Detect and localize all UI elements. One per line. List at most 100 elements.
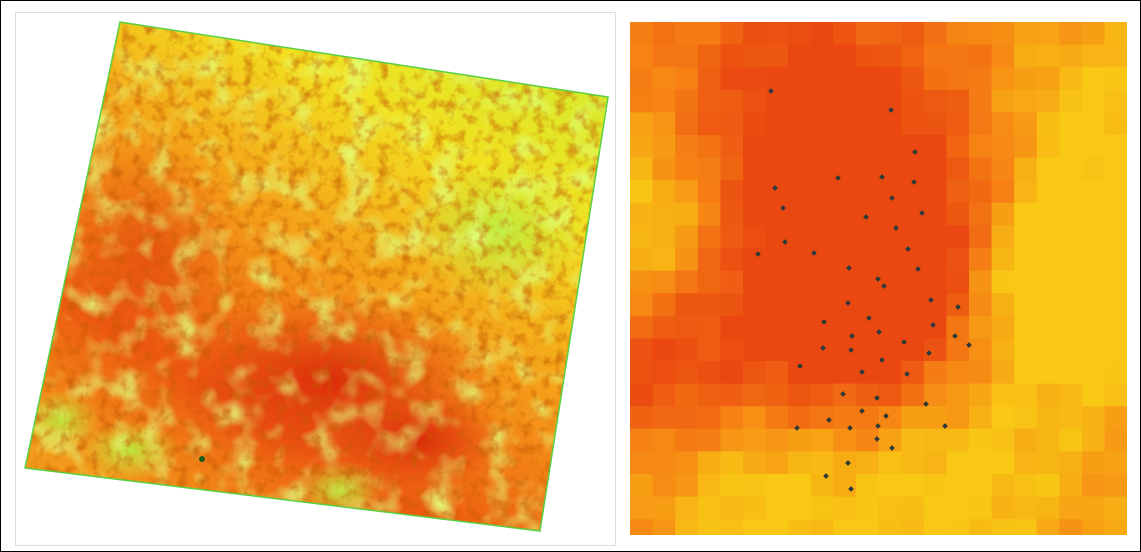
map-view: [0, 0, 1141, 552]
raster-cell: [901, 248, 924, 271]
raster-cell: [675, 271, 698, 294]
raster-cell: [969, 112, 992, 135]
raster-cell: [856, 293, 879, 316]
raster-cell: [630, 22, 653, 45]
raster-cell: [630, 45, 653, 68]
raster-cell: [1059, 248, 1082, 271]
raster-cell: [856, 361, 879, 384]
raster-cell: [1037, 361, 1060, 384]
raster-cell: [788, 67, 811, 90]
raster-cell: [856, 135, 879, 158]
raster-cell: [630, 225, 653, 248]
raster-cell: [1059, 112, 1082, 135]
raster-cell: [788, 429, 811, 452]
raster-cell: [1059, 22, 1082, 45]
raster-cell: [766, 203, 789, 226]
raster-cell: [1037, 451, 1060, 474]
raster-cell: [1037, 474, 1060, 497]
raster-cell: [788, 45, 811, 68]
raster-cell: [653, 112, 676, 135]
raster-cell: [879, 112, 902, 135]
raster-cell: [1082, 293, 1105, 316]
raster-cell: [1105, 497, 1127, 520]
raster-cell: [1037, 497, 1060, 520]
raster-cell: [969, 203, 992, 226]
raster-cell: [856, 22, 879, 45]
raster-cell: [743, 519, 766, 535]
raster-cell: [743, 384, 766, 407]
raster-cell: [1105, 451, 1127, 474]
raster-cell: [788, 338, 811, 361]
raster-cell: [653, 135, 676, 158]
raster-cell: [675, 474, 698, 497]
raster-cell: [856, 67, 879, 90]
raster-cell: [1014, 22, 1037, 45]
raster-cell: [720, 519, 743, 535]
raster-cell: [924, 429, 947, 452]
raster-cell: [743, 112, 766, 135]
raster-cell: [653, 22, 676, 45]
raster-cell: [992, 384, 1015, 407]
raster-cell: [946, 519, 969, 535]
raster-cell: [766, 180, 789, 203]
page: (() => { const NS = 'http://www.w3.org/2…: [0, 0, 1141, 552]
raster-cell: [653, 293, 676, 316]
raster-cell: [630, 451, 653, 474]
raster-cell: [901, 384, 924, 407]
raster-cell: [1082, 406, 1105, 429]
raster-cell: [1082, 248, 1105, 271]
raster-cell: [879, 316, 902, 339]
raster-cell: [653, 338, 676, 361]
raster-cell: [1037, 384, 1060, 407]
raster-cell: [630, 429, 653, 452]
raster-cell: [698, 180, 721, 203]
raster-cell: [879, 135, 902, 158]
raster-cell: [720, 90, 743, 113]
raster-cell: [833, 135, 856, 158]
raster-cell: [698, 406, 721, 429]
raster-cell: [856, 248, 879, 271]
raster-cell: [811, 180, 834, 203]
raster-cell: [720, 429, 743, 452]
raster-cell: [946, 22, 969, 45]
raster-cell: [992, 361, 1015, 384]
raster-cell: [675, 316, 698, 339]
raster-cell: [1014, 406, 1037, 429]
raster-cell: [788, 406, 811, 429]
raster-cell: [653, 497, 676, 520]
raster-cell: [743, 225, 766, 248]
raster-cell: [811, 203, 834, 226]
raster-cell: [1082, 158, 1105, 181]
raster-cell: [811, 158, 834, 181]
raster-cell: [1059, 225, 1082, 248]
raster-cell: [630, 361, 653, 384]
raster-cell: [969, 135, 992, 158]
raster-cell: [698, 384, 721, 407]
raster-cell: [1082, 112, 1105, 135]
raster-cell: [720, 497, 743, 520]
raster-cell: [766, 474, 789, 497]
raster-cell: [833, 203, 856, 226]
raster-cell: [766, 293, 789, 316]
raster-cell: [698, 497, 721, 520]
raster-cell: [788, 384, 811, 407]
raster-cell: [992, 158, 1015, 181]
raster-cell: [992, 112, 1015, 135]
raster-cell: [1059, 45, 1082, 68]
raster-cell: [720, 45, 743, 68]
raster-cell: [675, 180, 698, 203]
raster-cell: [901, 474, 924, 497]
raster-cell: [879, 406, 902, 429]
raster-cell: [1014, 451, 1037, 474]
raster-cell: [1105, 248, 1127, 271]
raster-cell: [1082, 519, 1105, 535]
raster-cell: [743, 203, 766, 226]
raster-cell: [924, 158, 947, 181]
raster-cell: [879, 271, 902, 294]
raster-cell: [1037, 293, 1060, 316]
raster-cell: [969, 271, 992, 294]
raster-cell: [788, 316, 811, 339]
raster-cell: [946, 67, 969, 90]
raster-cell: [833, 248, 856, 271]
raster-cell: [901, 406, 924, 429]
